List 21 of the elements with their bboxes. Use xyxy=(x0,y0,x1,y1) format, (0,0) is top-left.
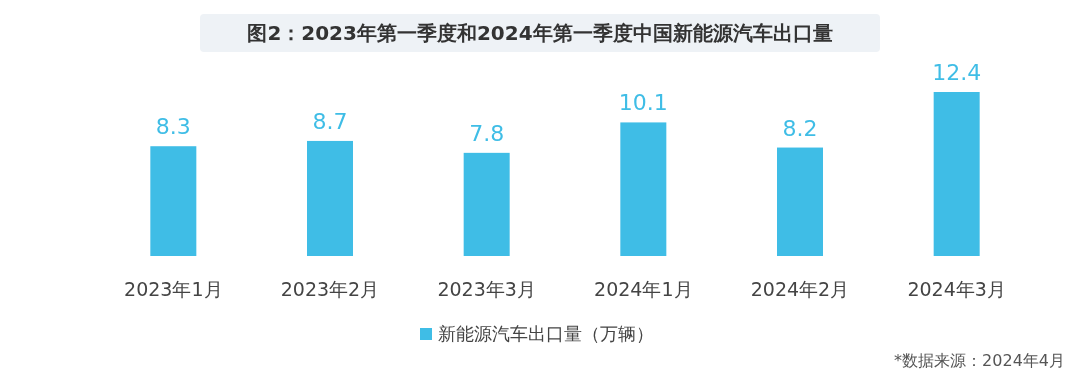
legend-label: 新能源汽车出口量（万辆） xyxy=(438,323,654,344)
x-tick-label: 2023年1月 xyxy=(124,278,223,300)
bar xyxy=(620,122,667,256)
data-label: 10.1 xyxy=(618,90,668,116)
data-label: 8.2 xyxy=(782,115,818,141)
x-tick-label: 2024年3月 xyxy=(907,278,1006,300)
x-tick-label: 2024年1月 xyxy=(594,278,693,300)
x-tick-label: 2023年2月 xyxy=(280,278,380,300)
bar xyxy=(777,147,823,256)
bar xyxy=(150,146,197,256)
data-label: 7.8 xyxy=(469,120,505,146)
bar xyxy=(307,140,353,256)
x-tick-label: 2024年2月 xyxy=(750,278,850,300)
data-label: 8.7 xyxy=(312,108,348,134)
bar xyxy=(933,92,980,256)
bar xyxy=(463,152,510,256)
data-label: 12.4 xyxy=(932,60,982,85)
data-label: 8.3 xyxy=(155,114,191,140)
chart-title: 图2：2023年第一季度和2024年第一季度中国新能源汽车出口量 xyxy=(247,21,833,45)
text: *数据来源：2024年4月 xyxy=(894,351,1065,370)
x-tick-label: 2023年3月 xyxy=(437,278,536,300)
